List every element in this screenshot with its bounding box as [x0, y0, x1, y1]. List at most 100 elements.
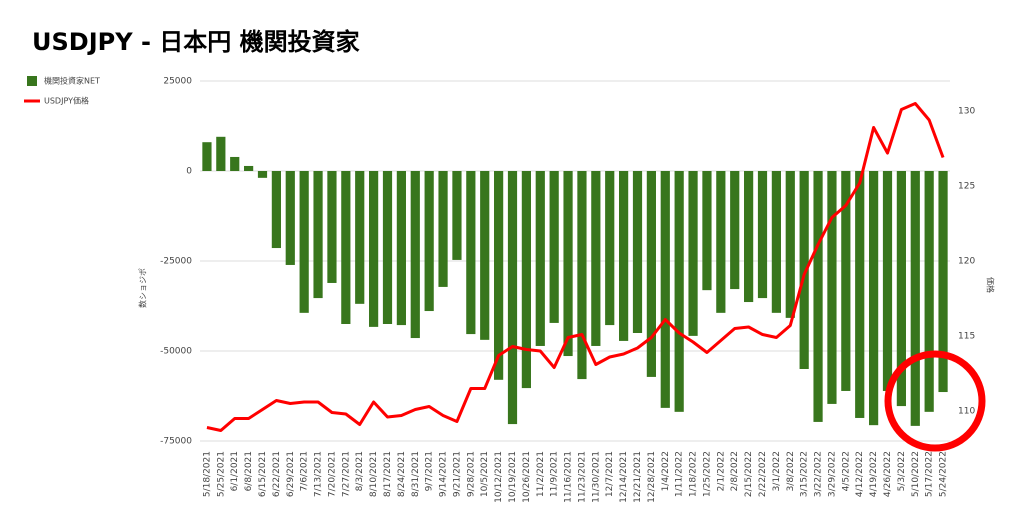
x-tick-label: 1/11/2022 [675, 451, 685, 497]
y2-axis-title: 価格 [986, 277, 996, 293]
bar [591, 171, 601, 346]
x-tick-label: 6/8/2021 [244, 451, 254, 491]
highlight-circle [884, 350, 986, 452]
bar [869, 171, 879, 426]
bar [674, 171, 684, 412]
x-tick-label: 4/26/2022 [883, 451, 893, 497]
x-tick-label: 10/26/2021 [522, 451, 532, 503]
bar [230, 156, 240, 171]
x-tick-label: 11/9/2021 [550, 451, 560, 497]
x-tick-label: 1/18/2022 [689, 451, 699, 497]
y-tick-label: 25000 [163, 77, 192, 87]
bar [480, 171, 490, 340]
bar [355, 171, 365, 304]
x-tick-label: 8/17/2021 [383, 451, 393, 497]
legend-label: USDJPY価格 [44, 96, 89, 106]
x-tick-label: 10/12/2021 [494, 451, 504, 503]
bar [494, 171, 504, 380]
x-tick-label: 7/6/2021 [300, 451, 310, 491]
bar [521, 171, 531, 389]
y2-tick-label: 130 [958, 107, 975, 117]
bar [619, 171, 629, 341]
bar [646, 171, 656, 377]
x-tick-label: 9/28/2021 [466, 451, 476, 497]
x-tick-label: 4/12/2022 [855, 451, 865, 497]
bar [605, 171, 615, 326]
bar [924, 171, 934, 412]
bar [702, 171, 712, 291]
bar [271, 171, 281, 249]
x-tick-label: 9/21/2021 [452, 451, 462, 497]
bar [299, 171, 309, 313]
legend-swatch [27, 76, 37, 86]
x-tick-label: 9/7/2021 [425, 451, 435, 491]
x-tick-label: 2/22/2022 [758, 451, 768, 497]
bar [813, 171, 823, 422]
bar [549, 171, 559, 323]
x-tick-label: 12/7/2021 [605, 451, 615, 497]
x-tick-label: 4/19/2022 [869, 451, 879, 497]
x-tick-label: 5/10/2022 [911, 451, 921, 497]
x-tick-label: 1/4/2022 [661, 451, 671, 491]
bar [396, 171, 406, 326]
bar [369, 171, 379, 327]
x-tick-label: 9/14/2021 [439, 451, 449, 497]
bar [910, 171, 920, 426]
bar [577, 171, 587, 380]
x-tick-label: 6/29/2021 [286, 451, 296, 497]
bar [507, 171, 518, 425]
x-tick-label: 11/23/2021 [577, 451, 587, 503]
bar [327, 171, 337, 283]
legend-label: 機関投資家NET [44, 76, 100, 86]
bar [882, 171, 893, 391]
bar [257, 171, 268, 178]
x-tick-label: 11/30/2021 [591, 451, 601, 503]
y2-tick-label: 115 [958, 332, 975, 342]
y-tick-label: -25000 [160, 257, 192, 267]
x-tick-label: 2/8/2022 [730, 451, 740, 491]
x-tick-label: 6/15/2021 [258, 451, 268, 497]
x-tick-label: 7/20/2021 [327, 451, 337, 497]
bar [244, 165, 254, 171]
bar [452, 171, 462, 260]
x-tick-label: 7/27/2021 [341, 451, 351, 497]
bar [716, 171, 726, 313]
bar [285, 171, 295, 265]
bar [632, 171, 643, 333]
bar [382, 171, 393, 324]
x-tick-label: 5/18/2021 [202, 451, 212, 497]
bar [855, 171, 865, 418]
bar [896, 171, 906, 407]
y-axis-title: 数ショジポ [138, 268, 148, 308]
x-tick-label: 8/31/2021 [411, 451, 421, 497]
x-tick-label: 4/5/2022 [841, 451, 851, 491]
y-tick-label: 0 [186, 167, 192, 177]
x-tick-label: 2/1/2022 [716, 451, 726, 491]
bar [424, 171, 434, 312]
y2-tick-label: 120 [958, 257, 975, 267]
bar [938, 171, 948, 393]
bar [535, 171, 545, 346]
x-tick-label: 6/22/2021 [272, 451, 282, 497]
x-tick-label: 7/13/2021 [314, 451, 324, 497]
y2-tick-label: 125 [958, 182, 975, 192]
y-tick-label: -75000 [160, 437, 192, 447]
x-tick-label: 5/3/2022 [897, 451, 907, 491]
line [206, 102, 945, 432]
x-tick-label: 2/15/2022 [744, 451, 754, 497]
bar [438, 171, 448, 287]
x-tick-label: 8/3/2021 [355, 451, 365, 491]
bar [799, 171, 809, 369]
x-tick-label: 5/24/2022 [939, 451, 949, 497]
bar [688, 171, 698, 336]
y-tick-label: -50000 [160, 347, 192, 357]
bar [410, 171, 420, 339]
x-tick-label: 6/1/2021 [230, 451, 240, 491]
x-tick-label: 8/24/2021 [397, 451, 407, 497]
x-tick-label: 12/28/2021 [647, 451, 657, 503]
x-tick-label: 3/8/2022 [786, 451, 796, 491]
x-tick-label: 3/15/2022 [800, 451, 810, 497]
x-tick-label: 5/17/2022 [925, 451, 935, 497]
bar [841, 171, 851, 391]
bar [216, 136, 226, 171]
